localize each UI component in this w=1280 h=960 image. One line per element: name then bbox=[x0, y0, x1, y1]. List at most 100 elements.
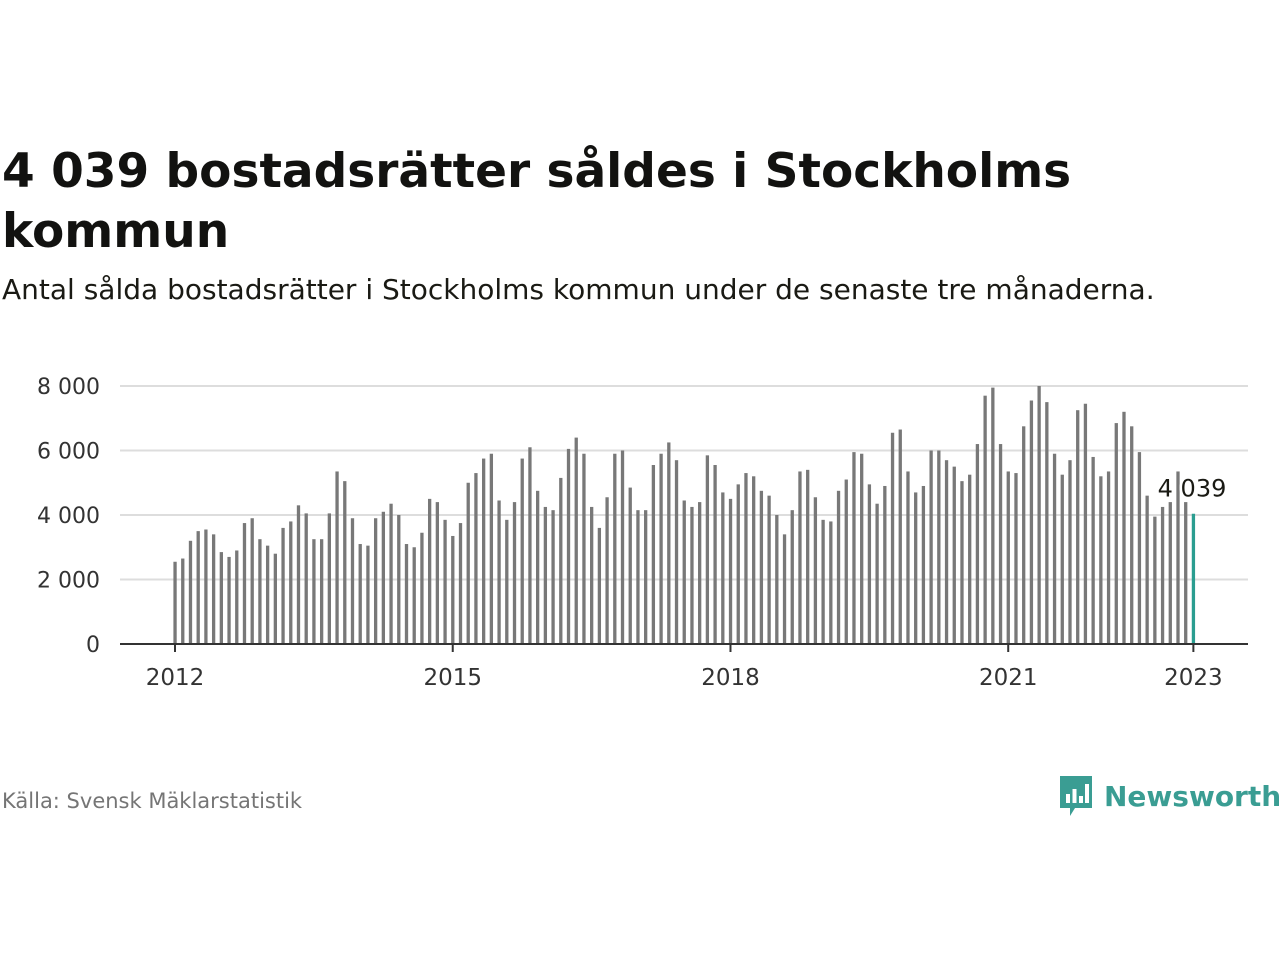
bar bbox=[890, 432, 895, 644]
bar bbox=[798, 471, 802, 644]
bar bbox=[1153, 516, 1157, 644]
bar bbox=[736, 484, 740, 644]
y-tick-label: 8 000 bbox=[37, 375, 100, 400]
y-tick-label: 6 000 bbox=[37, 440, 100, 465]
bar bbox=[574, 437, 578, 644]
bar bbox=[867, 484, 872, 644]
bar bbox=[1068, 460, 1072, 644]
bar bbox=[759, 490, 764, 644]
bar bbox=[1130, 426, 1134, 644]
bar bbox=[1099, 476, 1103, 644]
bar bbox=[566, 448, 571, 644]
bar bbox=[235, 550, 239, 644]
x-tick-label: 2023 bbox=[1164, 665, 1223, 691]
bar bbox=[1052, 453, 1057, 644]
bar bbox=[597, 527, 602, 644]
bar bbox=[821, 519, 825, 644]
bar bbox=[674, 460, 679, 644]
bar bbox=[1022, 426, 1026, 644]
bar bbox=[250, 518, 254, 644]
bar bbox=[628, 487, 632, 644]
bar bbox=[528, 447, 532, 644]
bar bbox=[1045, 402, 1049, 644]
bar bbox=[427, 498, 432, 644]
brand-logo: Newsworthy bbox=[1058, 772, 1280, 820]
bar bbox=[389, 503, 393, 644]
bar bbox=[929, 450, 933, 644]
bar bbox=[350, 518, 355, 644]
bar bbox=[852, 452, 856, 644]
bar bbox=[906, 471, 910, 644]
source-note: Källa: Svensk Mäklarstatistik bbox=[2, 789, 303, 813]
bar-chart-svg: 0 2 000 4 000 6 000 8 000 2012 2015 2018 2021 202… bbox=[37, 375, 1248, 691]
bar bbox=[397, 515, 401, 644]
bar bbox=[296, 505, 301, 644]
y-tick-label: 2 000 bbox=[37, 569, 100, 594]
bar bbox=[960, 481, 964, 644]
bar bbox=[404, 544, 409, 644]
bar bbox=[304, 513, 308, 644]
bar bbox=[921, 485, 926, 644]
bar bbox=[188, 540, 193, 644]
chart-subtitle: Antal sålda bostadsrätter i Stockholms k… bbox=[2, 273, 1155, 306]
bar bbox=[451, 535, 455, 644]
bar bbox=[613, 453, 617, 644]
bar bbox=[1114, 423, 1118, 644]
bar bbox=[412, 547, 416, 644]
bar bbox=[914, 492, 918, 644]
bar bbox=[520, 458, 524, 644]
bar bbox=[898, 429, 902, 644]
bar bbox=[782, 534, 787, 644]
bar bbox=[991, 387, 995, 644]
bar bbox=[366, 545, 370, 644]
bar bbox=[998, 444, 1003, 644]
bar bbox=[443, 519, 447, 644]
bar bbox=[968, 474, 972, 644]
bar bbox=[435, 502, 440, 644]
bar bbox=[952, 466, 956, 644]
bar bbox=[242, 523, 247, 644]
bar bbox=[829, 521, 833, 644]
bar bbox=[381, 511, 386, 644]
bar bbox=[836, 490, 841, 644]
bar bbox=[983, 395, 987, 644]
bar bbox=[482, 458, 486, 644]
bar bbox=[682, 500, 686, 644]
bar bbox=[1145, 495, 1149, 644]
bar bbox=[728, 498, 733, 644]
y-tick-label: 4 000 bbox=[37, 504, 100, 529]
bar bbox=[173, 561, 177, 644]
bar bbox=[590, 506, 594, 644]
bar bbox=[1006, 471, 1010, 644]
bar bbox=[651, 465, 656, 644]
bar bbox=[289, 521, 293, 644]
bar bbox=[219, 552, 223, 644]
bar bbox=[1029, 400, 1034, 644]
bar bbox=[420, 532, 424, 644]
bar bbox=[790, 510, 794, 644]
bar bbox=[1106, 471, 1111, 644]
bar bbox=[489, 453, 494, 644]
bar bbox=[1137, 452, 1142, 644]
newsworthy-logo-icon bbox=[1060, 776, 1092, 816]
bar bbox=[273, 553, 277, 644]
bar bbox=[1184, 502, 1188, 644]
bar bbox=[667, 442, 671, 644]
bar bbox=[944, 460, 949, 644]
x-tick-label: 2021 bbox=[979, 665, 1038, 691]
latest-value-label: 4 039 bbox=[1158, 475, 1227, 503]
bar bbox=[458, 523, 463, 644]
bar bbox=[1060, 474, 1064, 644]
bar bbox=[705, 455, 710, 644]
bar bbox=[1160, 506, 1165, 644]
brand-name: Newsworthy bbox=[1104, 779, 1280, 813]
chart-title: 4 039 bostadsrätter såldes i Stockholms … bbox=[2, 144, 1072, 259]
bar-chart: 0 2 000 4 000 6 000 8 000 2012 2015 2018 2021 202… bbox=[0, 360, 1280, 710]
bar bbox=[1076, 410, 1080, 644]
bar bbox=[551, 510, 555, 644]
bar bbox=[713, 465, 717, 644]
bar bbox=[860, 453, 864, 644]
bar bbox=[813, 497, 818, 644]
bar bbox=[644, 510, 648, 644]
bar bbox=[582, 453, 586, 644]
